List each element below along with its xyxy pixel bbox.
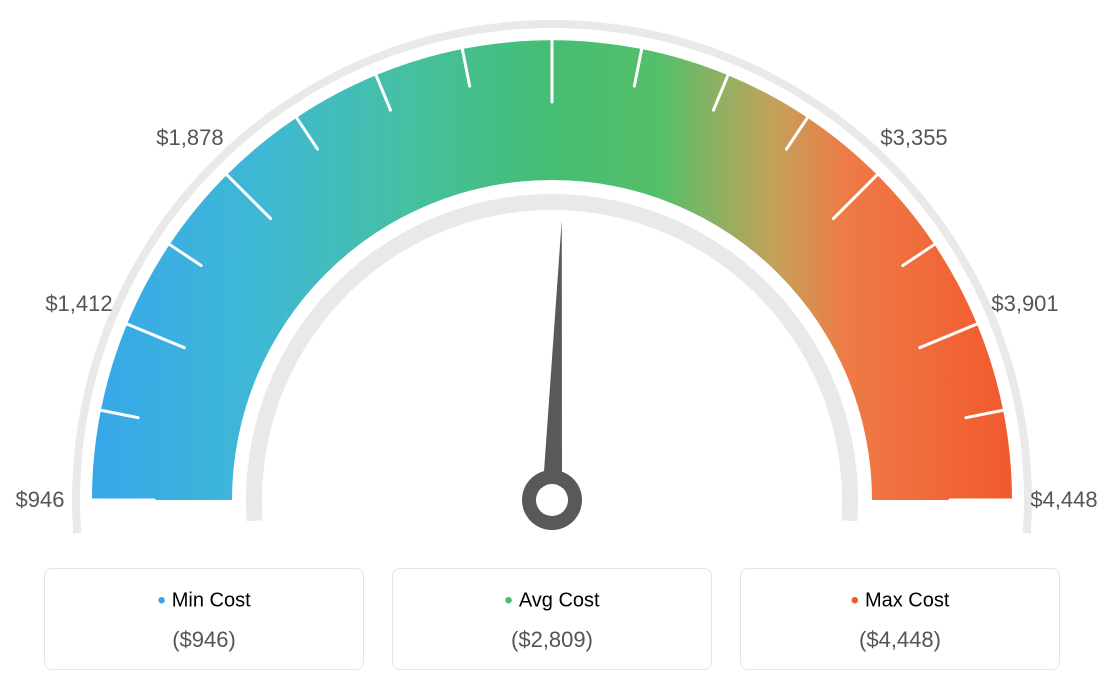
legend-row: • Min Cost ($946) • Avg Cost ($2,809) • Max… [0,568,1104,670]
legend-title-min: • Min Cost [55,587,353,615]
legend-label-min: Min Cost [172,589,251,611]
legend-title-max: • Max Cost [751,587,1049,615]
gauge-svg [0,0,1104,560]
gauge-tick-label: $3,355 [880,125,947,151]
legend-card-min: • Min Cost ($946) [44,568,364,670]
legend-dot-min: • [157,587,165,614]
legend-label-avg: Avg Cost [519,589,600,611]
gauge-chart-container: { "gauge": { "type": "gauge", "center_x"… [0,0,1104,690]
gauge-tick-label: $4,448 [1030,487,1097,513]
legend-dot-max: • [851,587,859,614]
gauge-area: $946 $1,412 $1,878 $2,809 $3,355 $3,901 $4,448 [0,0,1104,560]
legend-value-avg: ($2,809) [403,627,701,653]
legend-value-max: ($4,448) [751,627,1049,653]
legend-title-avg: • Avg Cost [403,587,701,615]
gauge-tick-label: $2,809 [518,0,585,1]
legend-label-max: Max Cost [865,589,949,611]
legend-value-min: ($946) [55,627,353,653]
gauge-tick-label: $1,412 [45,291,112,317]
gauge-tick-label: $1,878 [156,125,223,151]
gauge-tick-label: $3,901 [991,291,1058,317]
gauge-tick-label: $946 [16,487,65,513]
legend-dot-avg: • [504,587,512,614]
legend-card-max: • Max Cost ($4,448) [740,568,1060,670]
legend-card-avg: • Avg Cost ($2,809) [392,568,712,670]
